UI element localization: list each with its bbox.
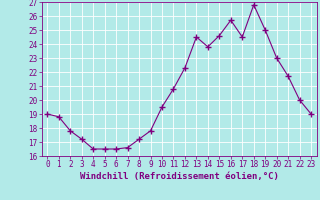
X-axis label: Windchill (Refroidissement éolien,°C): Windchill (Refroidissement éolien,°C) <box>80 172 279 181</box>
